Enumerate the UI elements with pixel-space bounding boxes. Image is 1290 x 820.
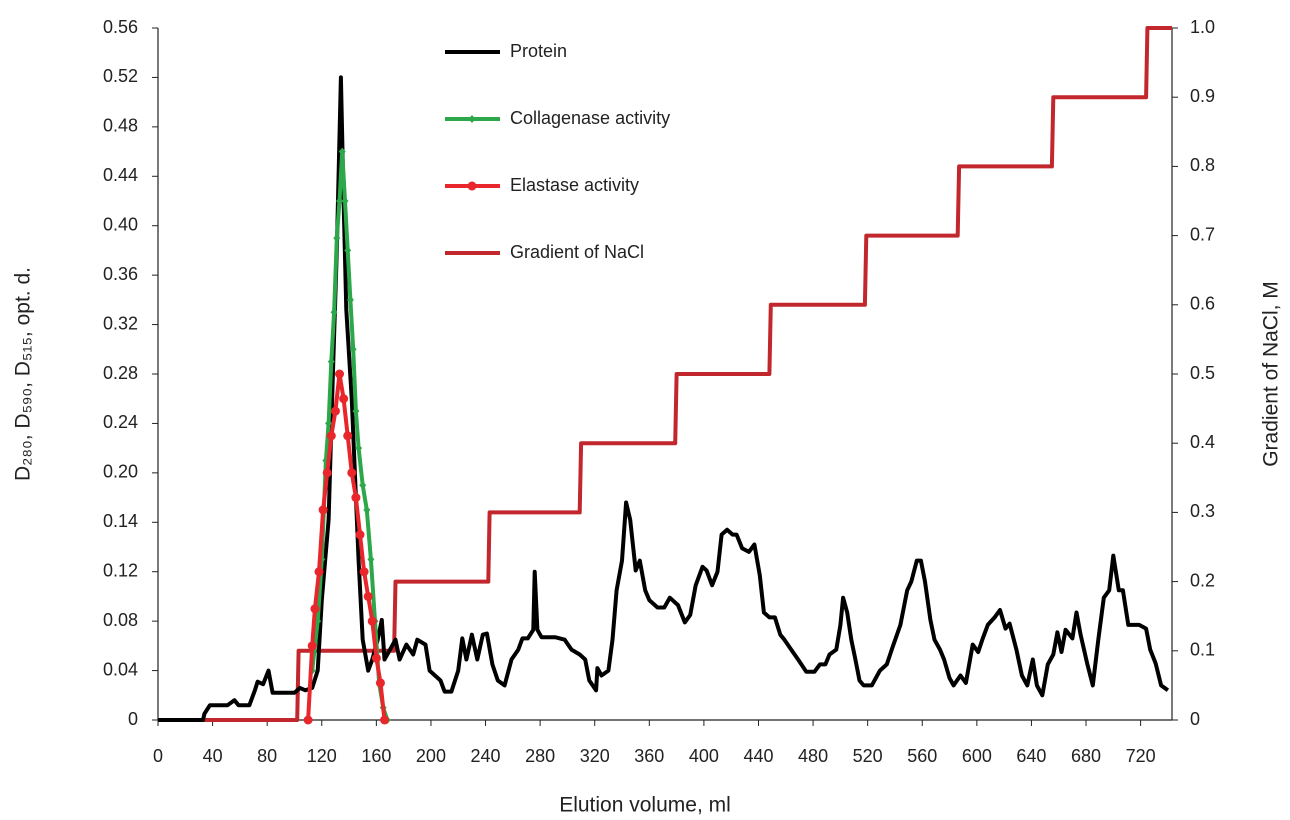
marker [351, 493, 361, 503]
legend-marker [467, 181, 477, 191]
marker [346, 295, 354, 304]
legend-label: Gradient of NaCl [510, 242, 644, 262]
x-tick-label: 560 [907, 746, 937, 766]
marker [338, 147, 346, 156]
marker [363, 505, 371, 514]
x-tick-label: 600 [962, 746, 992, 766]
marker [327, 357, 335, 366]
series-line [158, 26, 1172, 722]
y-tick-label: 0.56 [103, 17, 138, 37]
marker [359, 567, 369, 577]
marker [303, 715, 313, 725]
x-tick-label: 640 [1016, 746, 1046, 766]
y2-tick-label: 0.2 [1190, 570, 1215, 590]
x-tick-label: 200 [416, 746, 446, 766]
marker [343, 431, 353, 441]
x-tick-label: 680 [1071, 746, 1101, 766]
y-tick-label: 0.14 [103, 511, 138, 531]
y2-tick-label: 0.7 [1190, 224, 1215, 244]
marker [355, 444, 363, 453]
marker [330, 406, 340, 416]
y2-tick-label: 0.4 [1190, 432, 1215, 452]
marker [336, 197, 344, 205]
x-tick-label: 480 [798, 746, 828, 766]
x-tick-label: 80 [257, 746, 277, 766]
y2-tick-label: 1.0 [1190, 17, 1215, 37]
y-tick-label: 0.48 [103, 116, 138, 136]
y-tick-label: 0.04 [103, 659, 138, 679]
marker [318, 505, 328, 515]
marker [330, 308, 338, 317]
y2-axis-title: Gradient of NaCl, M [1260, 281, 1283, 467]
x-tick-label: 240 [471, 746, 501, 766]
marker [326, 431, 336, 441]
marker [333, 234, 341, 243]
series-line [158, 75, 1170, 722]
y2-tick-label: 0.3 [1190, 501, 1215, 521]
y2-tick-label: 0.5 [1190, 363, 1215, 383]
y-tick-label: 0 [128, 709, 138, 729]
marker [347, 468, 357, 478]
marker [339, 394, 349, 404]
x-tick-label: 280 [525, 746, 555, 766]
marker [352, 407, 360, 416]
marker [335, 369, 345, 379]
y-tick-label: 0.52 [103, 66, 138, 86]
y2-tick-label: 0 [1190, 709, 1200, 729]
marker [363, 591, 373, 601]
x-tick-label: 360 [634, 746, 664, 766]
marker [307, 641, 317, 651]
marker [344, 246, 352, 255]
marker [359, 481, 367, 490]
y2-tick-label: 0.8 [1190, 155, 1215, 175]
legend-label: Collagenase activity [510, 108, 670, 128]
marker [367, 616, 377, 626]
x-tick-label: 720 [1126, 746, 1156, 766]
marker [380, 715, 390, 725]
marker [341, 197, 349, 205]
y-tick-label: 0.44 [103, 165, 138, 185]
x-tick-label: 400 [689, 746, 719, 766]
y-tick-label: 0.28 [103, 363, 138, 383]
x-tick-label: 40 [203, 746, 223, 766]
x-tick-label: 160 [361, 746, 391, 766]
marker [325, 419, 333, 428]
x-tick-label: 120 [307, 746, 337, 766]
y-tick-label: 0.08 [103, 610, 138, 630]
legend-marker [468, 115, 476, 123]
y-tick-label: 0.20 [103, 462, 138, 482]
marker [375, 678, 385, 688]
legend-label: Protein [510, 41, 567, 61]
y-tick-label: 0.40 [103, 214, 138, 234]
y2-tick-label: 0.6 [1190, 294, 1215, 314]
x-tick-label: 520 [853, 746, 883, 766]
marker [349, 345, 357, 354]
legend-label: Elastase activity [510, 175, 639, 195]
marker [371, 653, 381, 663]
x-tick-label: 320 [580, 746, 610, 766]
marker [355, 530, 365, 540]
marker [367, 555, 375, 564]
y-tick-label: 0.36 [103, 264, 138, 284]
marker [314, 567, 324, 577]
marker [310, 604, 320, 614]
x-tick-label: 440 [743, 746, 773, 766]
x-tick-label: 0 [153, 746, 163, 766]
y-tick-label: 0.24 [103, 412, 138, 432]
y2-tick-label: 0.9 [1190, 86, 1215, 106]
y-axis-title: D₂₈₀, D₅₉₀, D₅₁₅, opt. d. [12, 267, 35, 481]
y2-tick-label: 0.1 [1190, 640, 1215, 660]
x-axis-title: Elution volume, ml [559, 794, 731, 817]
marker [322, 468, 332, 478]
y-tick-label: 0.12 [103, 560, 138, 580]
y-tick-label: 0.32 [103, 313, 138, 333]
